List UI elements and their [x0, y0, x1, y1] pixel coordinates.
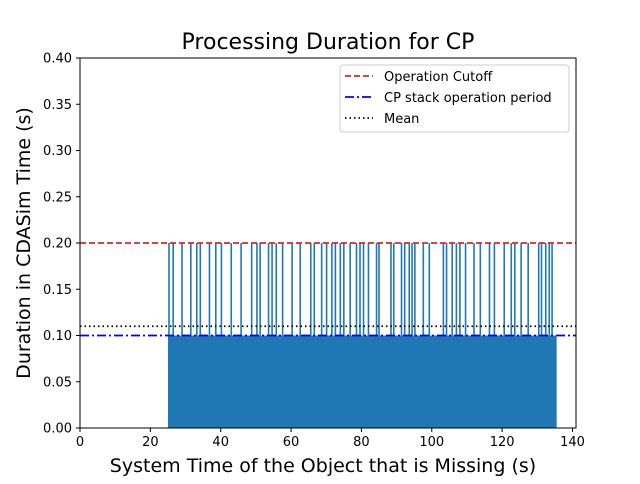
x-tick-label: 100: [419, 435, 444, 450]
x-tick-label: 40: [212, 435, 229, 450]
y-tick-label: 0.25: [43, 190, 72, 205]
legend-label-operation-cutoff: Operation Cutoff: [384, 70, 493, 85]
x-tick-label: 0: [76, 435, 84, 450]
x-tick-label: 20: [142, 435, 159, 450]
x-axis-label: System Time of the Object that is Missin…: [110, 455, 536, 477]
legend-label-cp-stack-operation-period: CP stack operation period: [384, 91, 552, 106]
y-tick-label: 0.05: [43, 375, 72, 390]
legend: Operation Cutoff CP stack operation peri…: [339, 64, 570, 133]
legend-label-mean: Mean: [384, 112, 419, 127]
plot-layer: [80, 242, 576, 428]
x-tick-label: 60: [283, 435, 300, 450]
x-tick-label: 140: [560, 435, 585, 450]
y-tick-label: 0.20: [43, 237, 72, 252]
y-tick-label: 0.10: [43, 329, 72, 344]
y-tick-label: 0.15: [43, 283, 72, 298]
x-tick-label: 80: [353, 435, 370, 450]
y-axis-label: Duration in CDASim Time (s): [13, 107, 35, 379]
chart-title: Processing Duration for CP: [182, 30, 475, 55]
y-tick-label: 0.40: [43, 52, 72, 67]
x-tick-label: 120: [490, 435, 515, 450]
duration-base-area: [167, 335, 557, 428]
axis-layer: 0 20 40 60 80 100 120 140 0.00 0.05 0.10 0.15 0.20 0.…: [43, 52, 585, 451]
y-tick-label: 0.35: [43, 98, 72, 113]
y-tick-label: 0.00: [43, 422, 72, 437]
y-tick-label: 0.30: [43, 144, 72, 159]
legend-box: [339, 64, 570, 133]
